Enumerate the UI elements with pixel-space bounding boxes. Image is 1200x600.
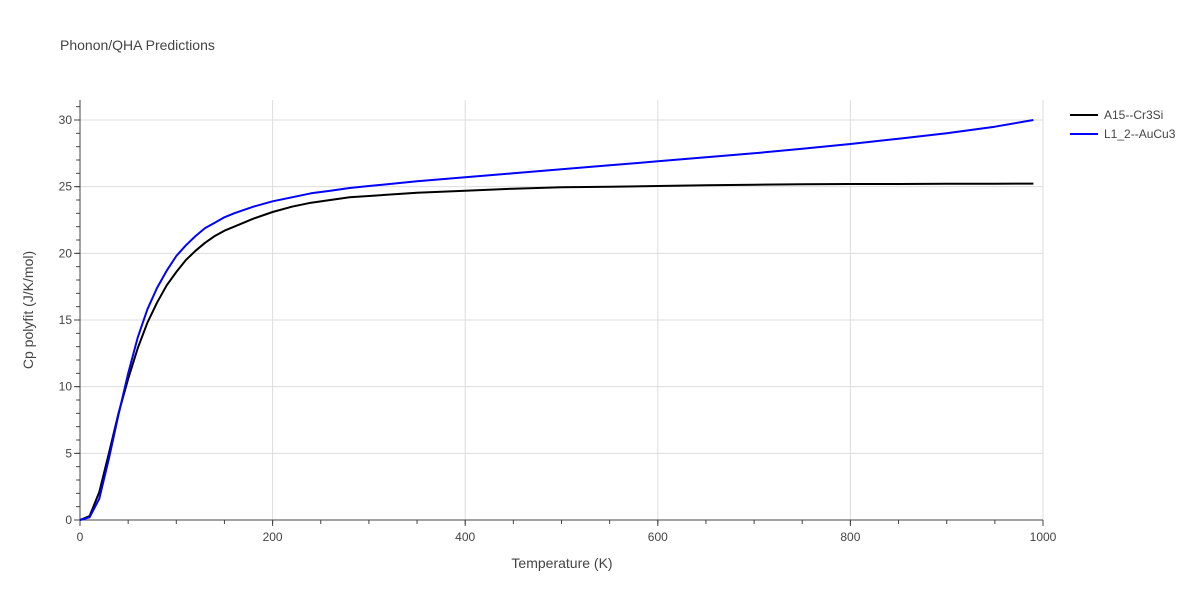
- x-tick-label: 0: [77, 530, 84, 544]
- series-lines: [79, 119, 1034, 521]
- x-tick-label: 400: [455, 530, 475, 544]
- grid: [80, 100, 1044, 520]
- legend-item[interactable]: A15--Cr3Si: [1070, 108, 1163, 122]
- axes: [79, 100, 1043, 521]
- x-tick-label: 600: [648, 530, 668, 544]
- legend-label: L1_2--AuCu3: [1104, 127, 1176, 141]
- y-tick-label: 30: [59, 113, 73, 127]
- legend[interactable]: A15--Cr3Si L1_2--AuCu3: [1070, 108, 1176, 141]
- series-line-2: [79, 119, 1034, 521]
- legend-item[interactable]: L1_2--AuCu3: [1070, 127, 1176, 141]
- y-tick-label: 15: [59, 313, 73, 327]
- x-axis-title: Temperature (K): [511, 555, 612, 571]
- x-tick-label: 800: [840, 530, 860, 544]
- y-tick-label: 0: [65, 513, 72, 527]
- y-tick-label: 20: [59, 246, 73, 260]
- series-line-1: [79, 182, 1034, 521]
- x-tick-label: 1000: [1030, 530, 1057, 544]
- y-axis-title: Cp polyfit (J/K/mol): [20, 251, 36, 369]
- y-tick-label: 10: [59, 380, 73, 394]
- x-axis-ticks: 0 200 400 600 800 1000: [77, 520, 1057, 544]
- y-axis-ticks: 0 5 10 15 20 25 30: [59, 106, 80, 527]
- legend-label: A15--Cr3Si: [1104, 108, 1163, 122]
- y-tick-label: 5: [65, 446, 72, 460]
- y-tick-label: 25: [59, 180, 73, 194]
- chart-title: Phonon/QHA Predictions: [60, 37, 215, 53]
- x-tick-label: 200: [263, 530, 283, 544]
